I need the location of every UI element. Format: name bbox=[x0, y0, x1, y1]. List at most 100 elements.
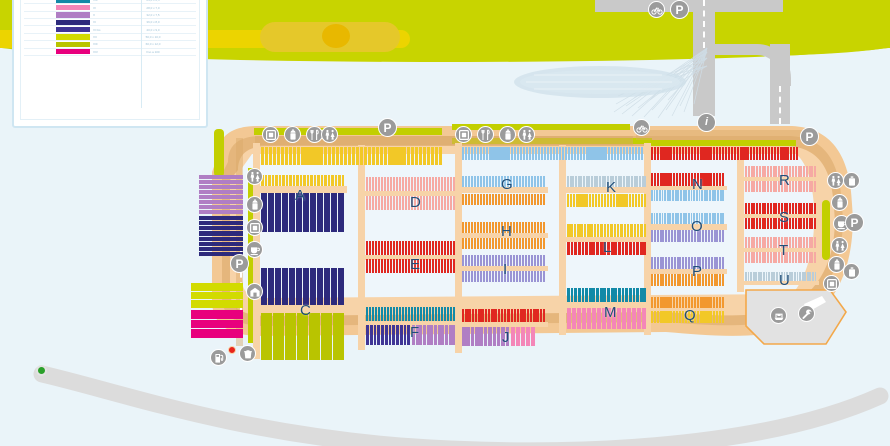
berth-slip[interactable] bbox=[390, 241, 393, 255]
berth-slip[interactable] bbox=[756, 181, 759, 192]
berth-slip[interactable] bbox=[768, 272, 770, 281]
berth-slip[interactable] bbox=[663, 173, 666, 186]
berth-slip[interactable] bbox=[534, 194, 537, 205]
berth-slip[interactable] bbox=[575, 176, 577, 187]
berth-slip[interactable] bbox=[664, 213, 667, 224]
berth-slip[interactable] bbox=[592, 308, 597, 329]
berth-slip[interactable] bbox=[498, 194, 501, 205]
berth-slip[interactable] bbox=[475, 327, 479, 346]
berth-slip[interactable] bbox=[492, 176, 495, 187]
berth-slip[interactable] bbox=[685, 213, 688, 224]
berth-slip[interactable] bbox=[711, 190, 714, 201]
berth-slip[interactable] bbox=[435, 177, 438, 191]
berth-slip[interactable] bbox=[309, 313, 321, 360]
berth-slip[interactable] bbox=[468, 238, 471, 249]
berth-group-C-navy[interactable] bbox=[261, 268, 345, 305]
berth-slip[interactable] bbox=[500, 309, 504, 322]
berth-slip[interactable] bbox=[694, 147, 697, 160]
berth-slip[interactable] bbox=[399, 259, 402, 273]
berth-slip[interactable] bbox=[613, 147, 616, 160]
berth-slip[interactable] bbox=[367, 147, 371, 165]
berth-slip[interactable] bbox=[531, 222, 534, 233]
berth-slip[interactable] bbox=[681, 311, 685, 323]
berth-slip[interactable] bbox=[495, 194, 498, 205]
berth-slip[interactable] bbox=[801, 272, 804, 281]
berth-slip[interactable] bbox=[568, 147, 571, 160]
berth-slip[interactable] bbox=[537, 255, 540, 266]
berth-slip[interactable] bbox=[359, 147, 363, 165]
berth-slip[interactable] bbox=[814, 203, 817, 214]
berth-slip[interactable] bbox=[369, 177, 372, 191]
berth-slip[interactable] bbox=[507, 147, 510, 160]
berth-slip[interactable] bbox=[462, 238, 465, 249]
berth-slip[interactable] bbox=[465, 194, 468, 205]
berth-slip[interactable] bbox=[562, 147, 565, 160]
berth-slip[interactable] bbox=[372, 241, 375, 255]
berth-slip[interactable] bbox=[577, 242, 581, 255]
berth-slip[interactable] bbox=[466, 327, 470, 346]
berth-slip[interactable] bbox=[540, 176, 543, 187]
berth-slip[interactable] bbox=[486, 238, 489, 249]
berth-slip[interactable] bbox=[753, 218, 756, 229]
berth-slip[interactable] bbox=[477, 271, 480, 282]
berth-slip[interactable] bbox=[414, 241, 417, 255]
berth-slip[interactable] bbox=[501, 147, 504, 160]
berth-slip[interactable] bbox=[636, 224, 640, 237]
berth-slip[interactable] bbox=[665, 274, 668, 286]
berth-slip[interactable] bbox=[199, 195, 243, 199]
berth-slip[interactable] bbox=[690, 257, 693, 269]
berth-slip[interactable] bbox=[477, 238, 480, 249]
berth-slip[interactable] bbox=[758, 218, 761, 229]
berth-slip[interactable] bbox=[687, 190, 690, 201]
berth-slip[interactable] bbox=[320, 175, 324, 186]
berth-slip[interactable] bbox=[684, 173, 688, 186]
berth-slip[interactable] bbox=[381, 259, 384, 273]
berth-slip[interactable] bbox=[546, 147, 550, 160]
berth-slip[interactable] bbox=[492, 147, 495, 160]
berth-slip[interactable] bbox=[471, 255, 474, 266]
berth-slip[interactable] bbox=[592, 242, 596, 255]
berth-slip[interactable] bbox=[331, 193, 338, 232]
berth-slip[interactable] bbox=[695, 190, 698, 201]
berth-slip[interactable] bbox=[669, 213, 672, 224]
berth-slip[interactable] bbox=[673, 257, 676, 269]
berth-slip[interactable] bbox=[528, 147, 531, 160]
berth-slip[interactable] bbox=[432, 241, 435, 255]
berth-slip[interactable] bbox=[390, 259, 393, 273]
berth-slip[interactable] bbox=[641, 176, 644, 187]
berth-slip[interactable] bbox=[786, 147, 789, 160]
berth-slip[interactable] bbox=[747, 272, 750, 281]
berth-slip[interactable] bbox=[670, 230, 673, 242]
berth-group-I-purple-1[interactable] bbox=[462, 255, 546, 266]
berth-slip[interactable] bbox=[678, 297, 681, 308]
berth-slip[interactable] bbox=[753, 166, 756, 177]
berth-slip[interactable] bbox=[789, 166, 792, 177]
berth-slip[interactable] bbox=[716, 230, 719, 242]
berth-slip[interactable] bbox=[691, 311, 694, 323]
berth-slip[interactable] bbox=[745, 272, 747, 281]
berth-slip[interactable] bbox=[803, 237, 806, 248]
berth-slip[interactable] bbox=[516, 194, 519, 205]
berth-slip[interactable] bbox=[675, 297, 678, 308]
berth-slip[interactable] bbox=[543, 255, 546, 266]
berth-group-S-red-2[interactable] bbox=[745, 218, 817, 229]
berth-slip[interactable] bbox=[480, 222, 483, 233]
berth-slip[interactable] bbox=[468, 176, 471, 187]
berth-slip[interactable] bbox=[522, 255, 525, 266]
berth-slip[interactable] bbox=[588, 194, 591, 207]
berth-group-drydock-purple[interactable] bbox=[199, 175, 243, 215]
berth-slip[interactable] bbox=[543, 238, 546, 249]
berth-slip[interactable] bbox=[758, 147, 762, 160]
berth-slip[interactable] bbox=[660, 147, 663, 160]
berth-slip[interactable] bbox=[764, 166, 767, 177]
berth-slip[interactable] bbox=[419, 325, 423, 345]
berth-slip[interactable] bbox=[672, 297, 675, 308]
berth-slip[interactable] bbox=[747, 218, 750, 229]
berth-slip[interactable] bbox=[613, 194, 616, 207]
berth-group-Q-yellow[interactable] bbox=[651, 311, 725, 323]
berth-slip[interactable] bbox=[480, 238, 483, 249]
berth-slip[interactable] bbox=[696, 230, 699, 242]
berth-slip[interactable] bbox=[805, 237, 808, 248]
berth-slip[interactable] bbox=[405, 241, 408, 255]
berth-slip[interactable] bbox=[780, 166, 783, 177]
